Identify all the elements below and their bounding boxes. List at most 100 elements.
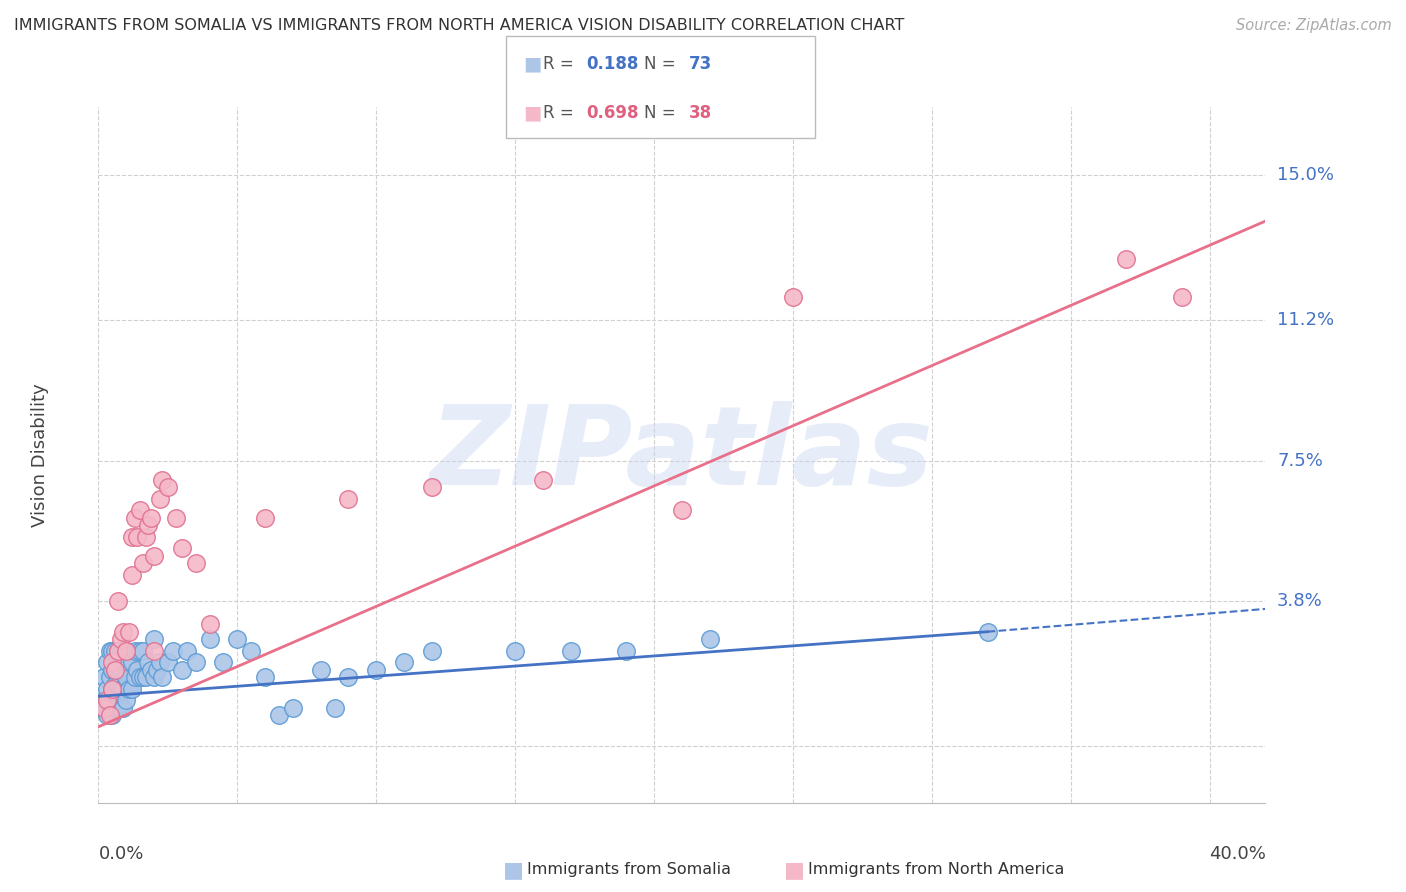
Point: [420, 644, 443, 658]
Point: [156, 655, 179, 669]
Point: [115, 693, 138, 707]
Point: [104, 644, 127, 658]
Point: [129, 670, 152, 684]
Text: ■: ■: [523, 103, 541, 122]
Text: ■: ■: [503, 860, 523, 880]
Point: [104, 663, 127, 677]
Point: [129, 644, 152, 658]
Point: [366, 663, 388, 677]
Point: [281, 700, 304, 714]
Point: [337, 491, 360, 506]
Point: [150, 670, 173, 684]
Text: 3.8%: 3.8%: [1277, 592, 1323, 610]
Point: [309, 663, 332, 677]
Point: [141, 663, 163, 677]
Point: [420, 480, 443, 494]
Point: [107, 678, 129, 692]
Point: [162, 644, 184, 658]
Text: 7.5%: 7.5%: [1277, 451, 1323, 469]
Point: [560, 644, 582, 658]
Text: Vision Disability: Vision Disability: [31, 383, 49, 527]
Point: [118, 624, 141, 639]
Point: [240, 644, 263, 658]
Point: [104, 700, 127, 714]
Point: [121, 567, 143, 582]
Point: [96, 655, 118, 669]
Point: [148, 491, 170, 506]
Point: [98, 708, 121, 723]
Point: [198, 617, 221, 632]
Point: [143, 670, 166, 684]
Point: [976, 624, 998, 639]
Point: [132, 670, 155, 684]
Point: [121, 530, 143, 544]
Point: [135, 530, 157, 544]
Point: [503, 644, 526, 658]
Point: [531, 473, 554, 487]
Point: [254, 670, 277, 684]
Point: [98, 670, 121, 684]
Point: [96, 708, 118, 723]
Point: [96, 681, 118, 696]
Point: [121, 681, 143, 696]
Text: 0.698: 0.698: [586, 103, 638, 121]
Point: [254, 510, 277, 524]
Point: [198, 632, 221, 647]
Point: [146, 663, 169, 677]
Point: [143, 644, 166, 658]
Point: [107, 644, 129, 658]
Point: [101, 644, 124, 658]
Point: [107, 663, 129, 677]
Point: [614, 644, 637, 658]
Point: [93, 670, 115, 684]
Point: [150, 473, 173, 487]
Point: [124, 644, 146, 658]
Point: [138, 518, 160, 533]
Point: [1115, 252, 1137, 266]
Text: Immigrants from North America: Immigrants from North America: [808, 863, 1064, 877]
Point: [143, 549, 166, 563]
Text: ZIPatlas: ZIPatlas: [430, 401, 934, 508]
Point: [115, 670, 138, 684]
Point: [112, 624, 135, 639]
Text: 40.0%: 40.0%: [1209, 845, 1267, 863]
Point: [101, 681, 124, 696]
Point: [98, 644, 121, 658]
Point: [132, 556, 155, 570]
Text: R =: R =: [543, 55, 579, 73]
Point: [138, 655, 160, 669]
Point: [118, 681, 141, 696]
Point: [782, 290, 804, 304]
Text: 38: 38: [689, 103, 711, 121]
Point: [118, 655, 141, 669]
Point: [148, 655, 170, 669]
Point: [323, 700, 346, 714]
Point: [699, 632, 721, 647]
Point: [101, 655, 124, 669]
Point: [90, 700, 112, 714]
Point: [107, 594, 129, 608]
Point: [107, 700, 129, 714]
Point: [132, 644, 155, 658]
Text: 0.0%: 0.0%: [98, 845, 143, 863]
Point: [104, 663, 127, 677]
Point: [101, 708, 124, 723]
Point: [124, 670, 146, 684]
Text: N =: N =: [644, 103, 681, 121]
Point: [671, 503, 693, 517]
Point: [112, 644, 135, 658]
Text: Source: ZipAtlas.com: Source: ZipAtlas.com: [1236, 18, 1392, 33]
Point: [135, 670, 157, 684]
Point: [101, 663, 124, 677]
Point: [110, 663, 132, 677]
Point: [1171, 290, 1194, 304]
Text: ■: ■: [523, 55, 541, 74]
Point: [110, 644, 132, 658]
Point: [170, 541, 193, 555]
Point: [184, 556, 207, 570]
Point: [212, 655, 235, 669]
Point: [226, 632, 249, 647]
Point: [143, 632, 166, 647]
Text: N =: N =: [644, 55, 681, 73]
Text: 15.0%: 15.0%: [1277, 167, 1334, 185]
